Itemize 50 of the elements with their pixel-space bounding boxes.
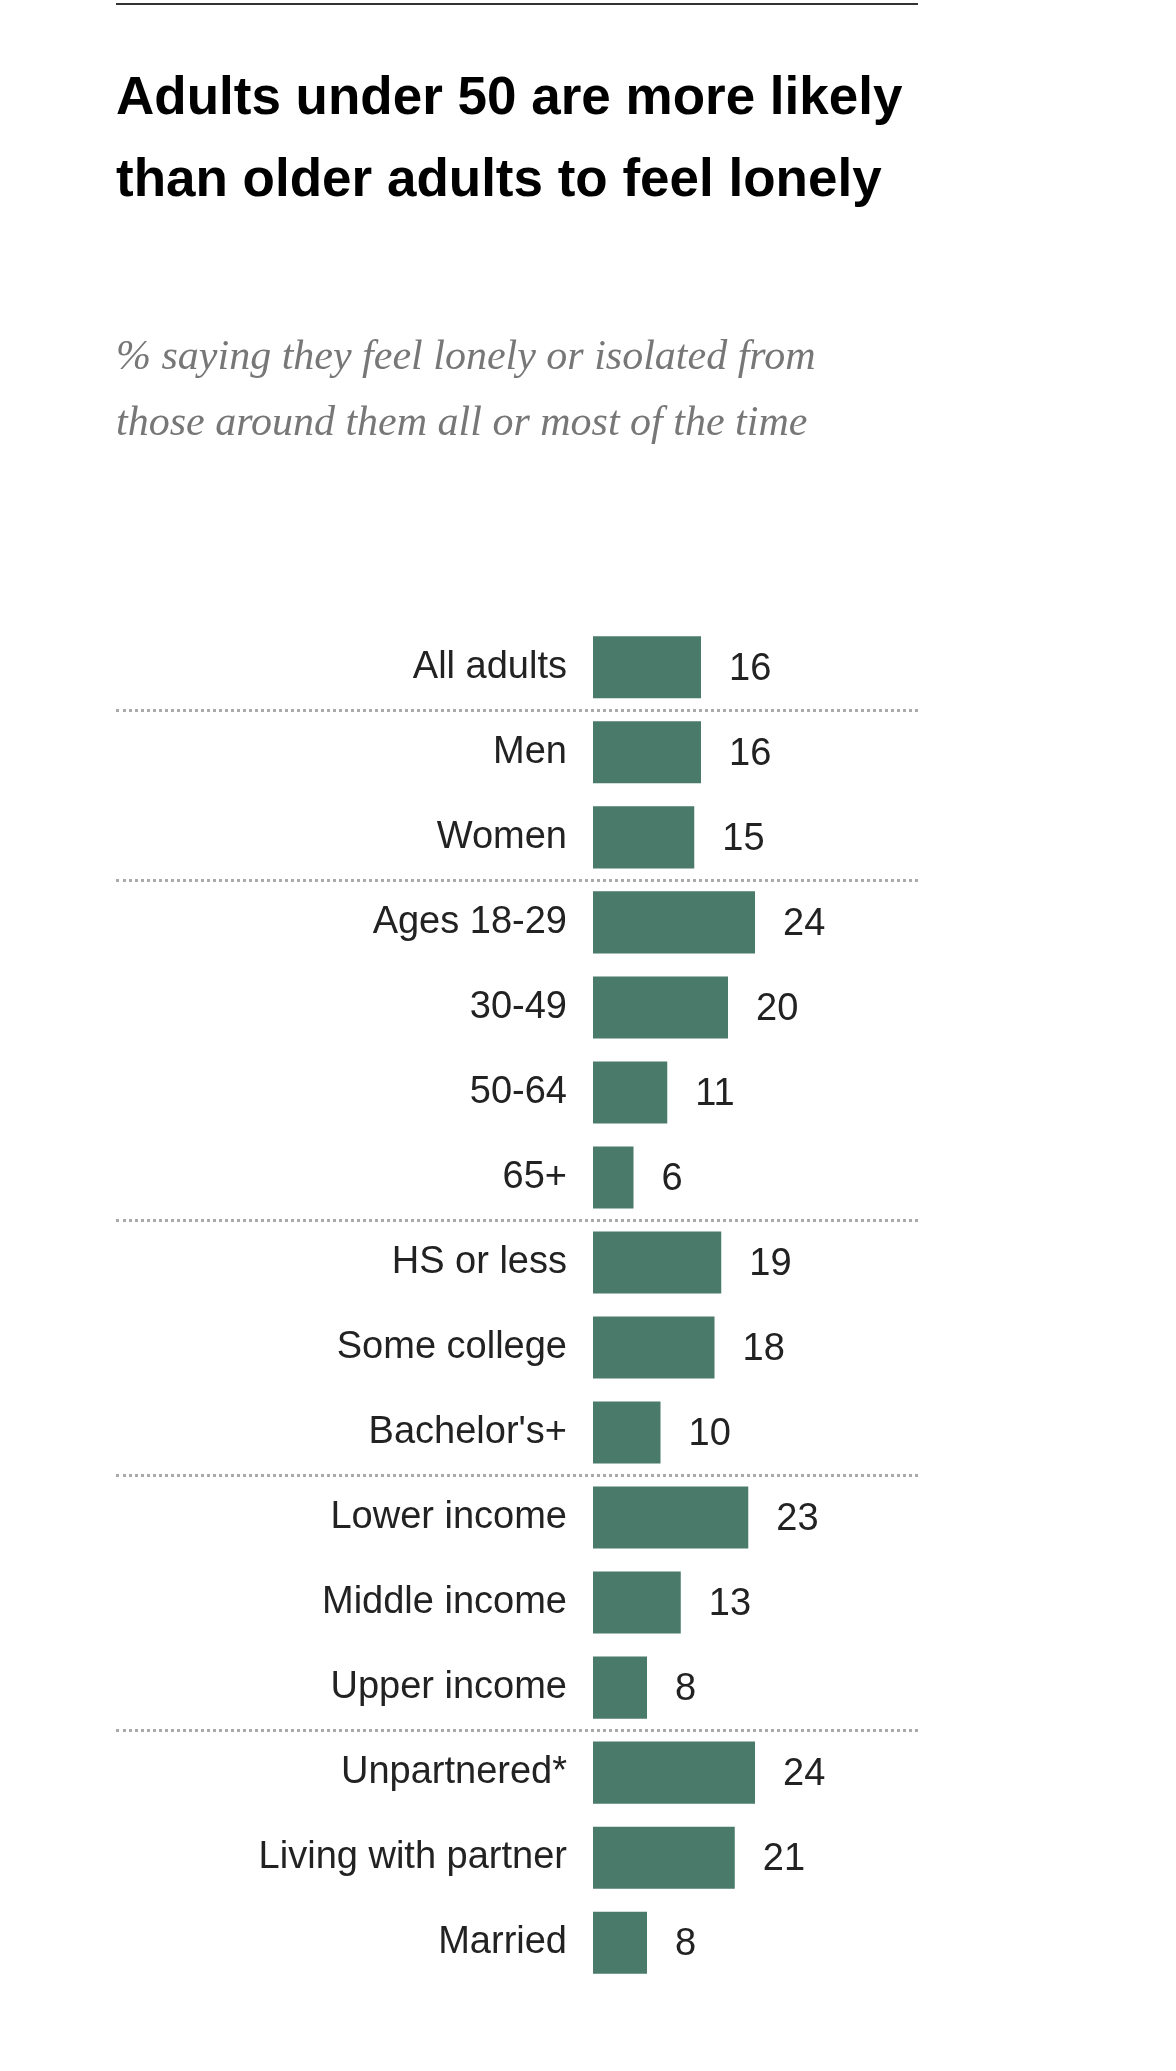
y-tick-label: Living with partner [258, 1834, 568, 1877]
chart-title: Adults under 50 are more likely than older adults to feel lonely [116, 65, 904, 209]
bar [593, 1231, 722, 1294]
bar [593, 1061, 668, 1124]
y-tick-label: Lower income [330, 1494, 567, 1537]
chart-subtitle: % saying they feel lonely or isolated from those around them all or most of the time [116, 331, 817, 446]
y-tick-label: Upper income [330, 1664, 567, 1707]
bar [593, 1826, 735, 1889]
bar [593, 1741, 756, 1804]
bar [593, 891, 756, 954]
bar [593, 1571, 681, 1634]
y-tick-label: Women [436, 813, 567, 856]
y-tick-label: HS or less [391, 1238, 567, 1281]
bar [593, 636, 702, 699]
y-tick-label: All adults [412, 643, 567, 686]
data-label: 15 [722, 815, 765, 858]
bar [593, 721, 702, 784]
data-label: 8 [675, 1921, 697, 1964]
y-tick-label: Men [493, 728, 567, 771]
data-label: 24 [783, 900, 826, 943]
data-label: 6 [661, 1155, 683, 1198]
y-tick-label: 65+ [502, 1153, 567, 1196]
bar [593, 976, 729, 1039]
bar [593, 1146, 634, 1209]
data-label: 16 [729, 730, 772, 773]
bar [593, 1911, 648, 1974]
y-tick-label: 50-64 [469, 1068, 567, 1111]
data-label: 10 [688, 1411, 731, 1454]
data-label: 16 [729, 645, 772, 688]
data-label: 18 [742, 1326, 785, 1368]
y-tick-label: Ages 18-29 [372, 898, 567, 941]
y-tick-label: 30-49 [469, 983, 567, 1026]
data-label: 20 [756, 985, 799, 1028]
data-label: 24 [783, 1751, 826, 1794]
data-label: 13 [708, 1581, 752, 1624]
y-tick-label: Bachelor's+ [368, 1409, 567, 1452]
bar [593, 1656, 648, 1719]
data-label: 23 [776, 1496, 819, 1539]
y-tick-label: Middle income [322, 1579, 567, 1622]
bar [593, 1486, 749, 1549]
bar [593, 1401, 661, 1464]
data-label: 11 [695, 1070, 735, 1113]
y-tick-label: Unpartnered* [340, 1749, 568, 1792]
y-tick-label: Married [438, 1919, 567, 1962]
bar [593, 806, 695, 869]
data-label: 8 [675, 1666, 697, 1709]
bar [593, 1316, 715, 1379]
data-label: 19 [749, 1240, 792, 1283]
y-tick-label: Some college [336, 1324, 567, 1366]
data-label: 21 [762, 1836, 806, 1879]
